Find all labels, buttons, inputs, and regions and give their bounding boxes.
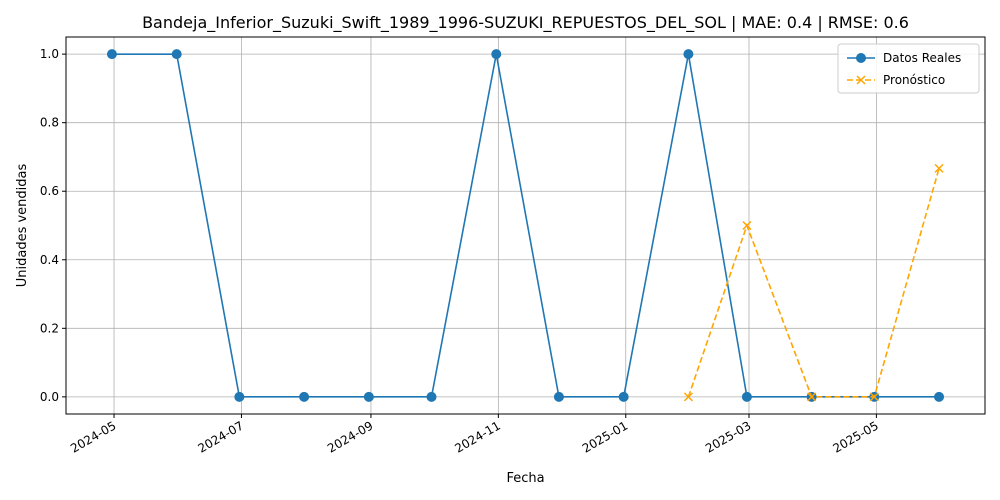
legend-label: Pronóstico [883, 73, 945, 87]
data-point [856, 53, 866, 63]
x-tick-label: 2025-03 [703, 418, 753, 455]
x-tick-label: 2024-07 [196, 418, 246, 455]
data-point [171, 49, 182, 60]
data-point [742, 220, 752, 231]
x-tick-label: 2024-05 [68, 418, 118, 455]
x-tick-label: 2025-05 [830, 418, 880, 455]
x-tick-label: 2024-09 [325, 418, 375, 455]
data-point [299, 391, 310, 402]
grid [66, 37, 985, 414]
series-line [687, 168, 940, 398]
data-point [234, 391, 245, 402]
data-point [491, 49, 502, 60]
data-point [683, 392, 693, 402]
legend-label: Datos Reales [883, 51, 961, 65]
y-tick-label: 0.0 [40, 390, 59, 404]
data-point [934, 163, 944, 173]
series-layer [106, 49, 945, 402]
data-point [807, 392, 817, 402]
data-point [869, 392, 879, 402]
data-point-stroke [683, 392, 693, 402]
legend-item: Pronóstico [847, 73, 945, 87]
data-point-stroke [856, 75, 866, 85]
data-point [741, 391, 752, 402]
series-line [111, 53, 940, 398]
plot-frame [65, 36, 986, 415]
data-point [618, 391, 629, 402]
chart-title: Bandeja_Inferior_Suzuki_Swift_1989_1996-… [142, 13, 909, 33]
data-point-stroke [742, 220, 752, 231]
y-tick-label: 0.2 [40, 321, 59, 335]
data-point [856, 75, 866, 85]
legend-box [837, 43, 980, 94]
series-0 [106, 49, 945, 402]
axis-ticks: 0.0 0.2 0.4 0.6 0.8 1.0 2024-05 2024-07 2024-09 2… [40, 47, 881, 456]
series-1 [683, 163, 944, 402]
data-point-stroke [934, 163, 944, 173]
data-point [426, 391, 437, 402]
data-point [934, 391, 945, 402]
y-axis-label: Unidades vendidas [15, 164, 30, 288]
data-point [553, 391, 564, 402]
y-tick-label: 0.6 [40, 184, 59, 198]
y-tick-label: 0.4 [40, 253, 59, 267]
data-point-stroke [807, 392, 817, 402]
y-tick-label: 0.8 [40, 116, 59, 130]
y-tick-label: 1.0 [40, 47, 59, 61]
legend: Datos Reales Pronóstico [837, 43, 980, 94]
legend-item: Datos Reales [847, 51, 961, 65]
x-tick-label: 2025-01 [580, 418, 630, 455]
data-point-stroke [869, 392, 879, 402]
data-point [683, 49, 694, 60]
x-tick-label: 2024-11 [452, 418, 502, 455]
data-point [363, 391, 374, 402]
data-point [106, 49, 117, 60]
x-axis-label: Fecha [506, 471, 544, 486]
